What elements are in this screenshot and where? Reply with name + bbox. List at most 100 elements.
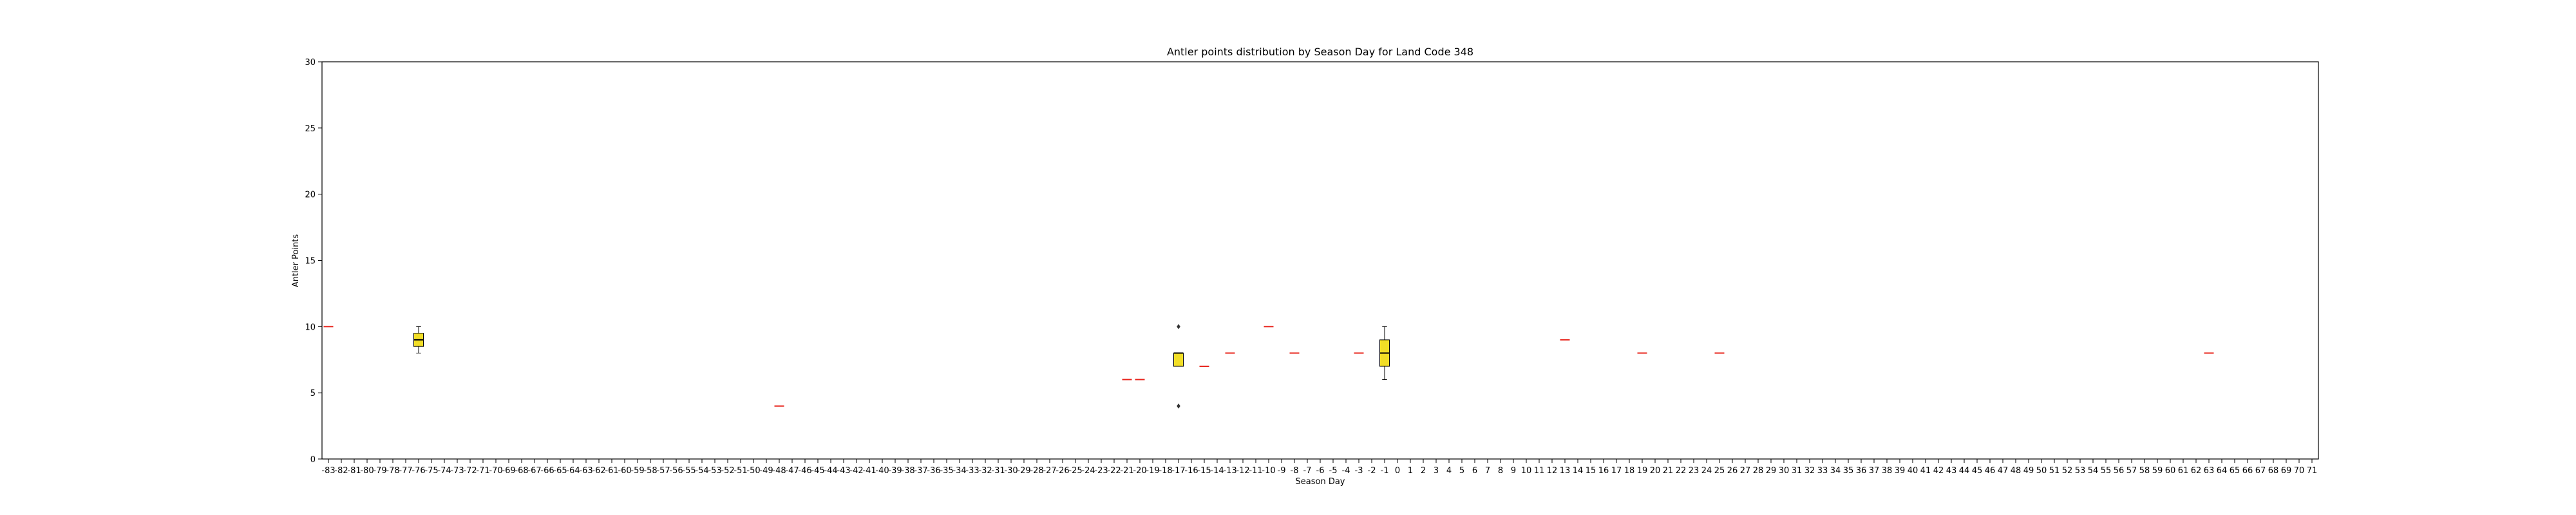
x-tick-label: -23 [1094, 466, 1108, 476]
x-tick-label: -2 [1368, 466, 1376, 476]
x-tick-label: -3 [1355, 466, 1363, 476]
x-tick-label: 17 [1611, 466, 1622, 476]
x-tick-label: -64 [566, 466, 580, 476]
x-tick-label: -68 [515, 466, 528, 476]
x-tick-label: 70 [2294, 466, 2305, 476]
chart-title: Antler points distribution by Season Day… [1167, 46, 1473, 58]
x-tick-label: -21 [1120, 466, 1133, 476]
y-tick-label: 0 [310, 455, 316, 465]
x-tick-label: -47 [785, 466, 799, 476]
x-tick-label: -30 [1004, 466, 1018, 476]
x-tick-label: -77 [399, 466, 412, 476]
x-tick-label: -9 [1278, 466, 1286, 476]
x-tick-label: -72 [463, 466, 477, 476]
x-tick-label: -14 [1210, 466, 1224, 476]
x-tick-label: 62 [2191, 466, 2202, 476]
x-tick-label: -7 [1303, 466, 1312, 476]
x-tick-label: -16 [1184, 466, 1198, 476]
x-tick-label: -6 [1316, 466, 1325, 476]
x-tick-label: 10 [1521, 466, 1532, 476]
x-tick-label: 14 [1573, 466, 1584, 476]
y-tick-label: 25 [305, 124, 316, 134]
x-tick-label: 52 [2062, 466, 2073, 476]
x-tick-label: -73 [450, 466, 464, 476]
x-tick-label: -28 [1030, 466, 1043, 476]
box-body [1173, 352, 1184, 367]
y-tick-label: 30 [305, 58, 316, 68]
x-tick-label: 15 [1586, 466, 1596, 476]
x-tick-label: -39 [888, 466, 902, 476]
x-tick-label: -15 [1197, 466, 1211, 476]
x-tick-label: 12 [1547, 466, 1558, 476]
x-tick-label: 59 [2152, 466, 2163, 476]
x-tick-label: 68 [2268, 466, 2279, 476]
x-tick-label: 42 [1933, 466, 1944, 476]
x-tick-label: -67 [527, 466, 541, 476]
x-tick-label: 58 [2139, 466, 2150, 476]
x-tick-label: -69 [502, 466, 515, 476]
x-tick-label: 71 [2307, 466, 2318, 476]
x-tick-label: -5 [1329, 466, 1338, 476]
x-tick-label: 46 [1985, 466, 1996, 476]
x-tick-label: -41 [862, 466, 876, 476]
x-tick-label: 51 [2049, 466, 2060, 476]
x-tick-label: -1 [1381, 466, 1389, 476]
x-tick-label: 34 [1830, 466, 1841, 476]
x-tick-label: -38 [901, 466, 914, 476]
y-tick-label: 10 [305, 323, 316, 332]
x-tick-label: -26 [1056, 466, 1069, 476]
box-outlier [1177, 403, 1180, 409]
x-tick-label: 50 [2036, 466, 2047, 476]
x-tick-label: -50 [746, 466, 760, 476]
x-tick-label: 22 [1676, 466, 1687, 476]
x-tick-label: 35 [1843, 466, 1854, 476]
x-tick-label: -20 [1133, 466, 1146, 476]
x-tick-label: -37 [914, 466, 927, 476]
x-tick-label: -18 [1159, 466, 1172, 476]
x-tick-label: 11 [1534, 466, 1545, 476]
x-tick-label: -82 [334, 466, 348, 476]
x-tick-label: -22 [1107, 466, 1121, 476]
x-tick-label: 21 [1663, 466, 1674, 476]
x-tick-label: 18 [1624, 466, 1635, 476]
x-tick-label: 31 [1792, 466, 1803, 476]
x-tick-label: -63 [579, 466, 592, 476]
x-tick-label: -32 [978, 466, 992, 476]
y-tick-label: 20 [305, 191, 316, 200]
x-tick-label: -71 [476, 466, 489, 476]
x-tick-label: -57 [656, 466, 670, 476]
x-tick-label: -74 [437, 466, 451, 476]
x-tick-label: -34 [952, 466, 966, 476]
x-tick-label: 27 [1740, 466, 1751, 476]
x-tick-label: -35 [940, 466, 953, 476]
x-tick-label: 57 [2126, 466, 2137, 476]
x-tick-label: -46 [798, 466, 811, 476]
x-tick-label: 56 [2114, 466, 2125, 476]
x-tick-label: 53 [2075, 466, 2086, 476]
x-tick-label: 9 [1511, 466, 1516, 476]
x-tick-label: 38 [1882, 466, 1893, 476]
x-tick-label: -59 [630, 466, 644, 476]
x-tick-label: -53 [708, 466, 721, 476]
x-tick-label: 28 [1753, 466, 1764, 476]
x-tick-label: 20 [1650, 466, 1661, 476]
x-tick-label: 29 [1766, 466, 1777, 476]
x-tick-label: 44 [1959, 466, 1970, 476]
x-tick-label: 45 [1972, 466, 1983, 476]
x-tick-label: -31 [991, 466, 1005, 476]
x-tick-label: -29 [1017, 466, 1030, 476]
x-tick-label: -58 [643, 466, 657, 476]
plot-frame [321, 61, 2319, 460]
x-tick-label: 4 [1446, 466, 1452, 476]
x-tick-label: 32 [1804, 466, 1815, 476]
x-tick-label: 55 [2101, 466, 2112, 476]
x-tick-label: 36 [1856, 466, 1867, 476]
y-tick-label: 5 [310, 389, 316, 398]
x-tick-label: 43 [1946, 466, 1957, 476]
x-tick-label: -42 [849, 466, 863, 476]
x-tick-label: -25 [1068, 466, 1082, 476]
x-tick-label: -56 [669, 466, 683, 476]
x-tick-label: 13 [1560, 466, 1571, 476]
x-tick-label: -55 [682, 466, 696, 476]
